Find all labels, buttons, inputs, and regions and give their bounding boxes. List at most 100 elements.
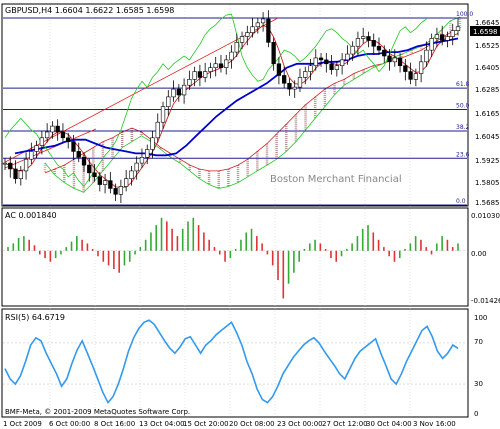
candle-body xyxy=(218,63,224,68)
candle-body xyxy=(81,156,87,166)
rsi-y-axis: 100 70 30 0 xyxy=(474,314,487,418)
copyright: BMF-Meta, © 2001-2009 MetaQuotes Softwar… xyxy=(5,408,190,416)
y-tick: 1.5685 xyxy=(475,199,500,207)
candle-body xyxy=(234,42,239,53)
main-y-axis: 1.6645 1.6525 1.6405 1.6285 1.6165 1.604… xyxy=(475,19,500,207)
x-tick: 15 Oct 20:00 xyxy=(183,420,229,428)
x-axis: 1 Oct 2009 6 Oct 00:00 8 Oct 16:00 13 Oc… xyxy=(3,420,456,428)
y-tick: 1.6045 xyxy=(475,133,500,141)
candle-body xyxy=(334,65,339,70)
candle-body xyxy=(66,137,71,142)
x-tick: 8 Oct 16:00 xyxy=(94,420,135,428)
candle-body xyxy=(387,55,392,63)
trend-line xyxy=(4,128,97,169)
rsi-line xyxy=(3,319,467,405)
candle-body xyxy=(424,49,429,63)
candle-body xyxy=(71,141,76,152)
watermark: Boston Merchant Financial xyxy=(270,174,402,185)
candle-body xyxy=(292,86,297,90)
ac-y-tick: -0.01426 xyxy=(471,297,500,305)
candle-body xyxy=(329,63,334,70)
candle-body xyxy=(134,162,139,172)
candle-body xyxy=(403,65,408,72)
x-tick: 27 Oct 12:00 xyxy=(322,420,368,428)
price-badge-bg xyxy=(470,26,500,36)
candle-body xyxy=(92,172,97,178)
candle-body xyxy=(339,59,345,67)
ac-y-tick: 0.00 xyxy=(471,250,487,258)
candle-body xyxy=(208,67,213,72)
candle-body xyxy=(239,36,245,43)
fibonacci-label: 38.2 xyxy=(456,124,470,131)
candle-body xyxy=(203,71,208,78)
candle-body xyxy=(176,88,181,96)
candle-body xyxy=(124,178,129,187)
x-tick: 20 Oct 08:00 xyxy=(229,420,275,428)
candle-body xyxy=(13,168,18,180)
x-tick: 23 Oct 00:00 xyxy=(277,420,323,428)
ac-y-axis: 0.010309 0.00 -0.01426 xyxy=(471,212,500,305)
candle-body xyxy=(434,34,440,39)
candle-body xyxy=(324,59,329,65)
candle-body xyxy=(2,162,8,165)
candle-body xyxy=(429,38,434,51)
candle-body xyxy=(408,71,413,80)
candle-body xyxy=(440,34,445,41)
ac-histogram xyxy=(3,217,467,299)
main-panel-frame[interactable] xyxy=(1,3,469,207)
candle-body xyxy=(197,71,203,78)
x-tick: 13 Oct 04:00 xyxy=(139,420,185,428)
candle-body xyxy=(213,63,218,68)
x-tick: 30 Oct 04:00 xyxy=(366,420,412,428)
candle-body xyxy=(445,36,450,41)
candle-body xyxy=(361,36,366,39)
fibonacci-label: 50.0 xyxy=(456,103,470,110)
candle-body xyxy=(44,131,50,139)
ac-header: AC 0.001840 xyxy=(5,211,57,220)
candle-body xyxy=(29,151,34,160)
candle-body xyxy=(129,170,134,180)
chikou-line xyxy=(4,13,427,188)
candle-body xyxy=(366,36,371,41)
y-tick: 1.5925 xyxy=(475,157,500,165)
rsi-panel-frame[interactable] xyxy=(1,308,469,418)
candle-body xyxy=(266,18,271,43)
candle-body xyxy=(8,162,13,170)
candle-body xyxy=(376,45,382,51)
candle-body xyxy=(308,65,313,72)
candle-body xyxy=(23,158,29,172)
candle-body xyxy=(350,45,355,55)
candle-body xyxy=(313,57,318,67)
candle-body xyxy=(50,125,55,133)
rsi-series-line xyxy=(4,319,459,405)
rsi-y-tick: 0 xyxy=(474,410,478,418)
candle-body xyxy=(418,61,424,74)
candle-body xyxy=(255,22,260,28)
candle-body xyxy=(166,96,171,107)
candlesticks xyxy=(2,10,461,204)
candle-body xyxy=(187,79,192,86)
candle-body xyxy=(371,40,376,47)
candle-body xyxy=(192,71,197,80)
candle-body xyxy=(303,71,308,78)
candle-body xyxy=(76,151,81,158)
fibonacci-label: 61.8 xyxy=(456,81,470,88)
candle-body xyxy=(145,149,150,158)
candle-body xyxy=(382,49,387,57)
price-badge: 1.6598 xyxy=(473,28,498,36)
candle-body xyxy=(318,57,324,61)
candle-body xyxy=(297,77,303,88)
ac-y-tick: 0.010309 xyxy=(471,212,500,220)
y-tick: 1.6405 xyxy=(475,64,500,72)
candle-body xyxy=(229,51,234,61)
x-tick: 6 Oct 00:00 xyxy=(49,420,90,428)
y-tick: 1.6285 xyxy=(475,86,500,94)
candle-body xyxy=(224,59,229,68)
ac-panel-frame[interactable] xyxy=(1,207,469,307)
candle-body xyxy=(282,75,287,84)
candle-body xyxy=(87,164,92,174)
candle-body xyxy=(271,42,276,65)
rsi-y-tick: 100 xyxy=(474,314,487,322)
candle-body xyxy=(455,26,461,31)
